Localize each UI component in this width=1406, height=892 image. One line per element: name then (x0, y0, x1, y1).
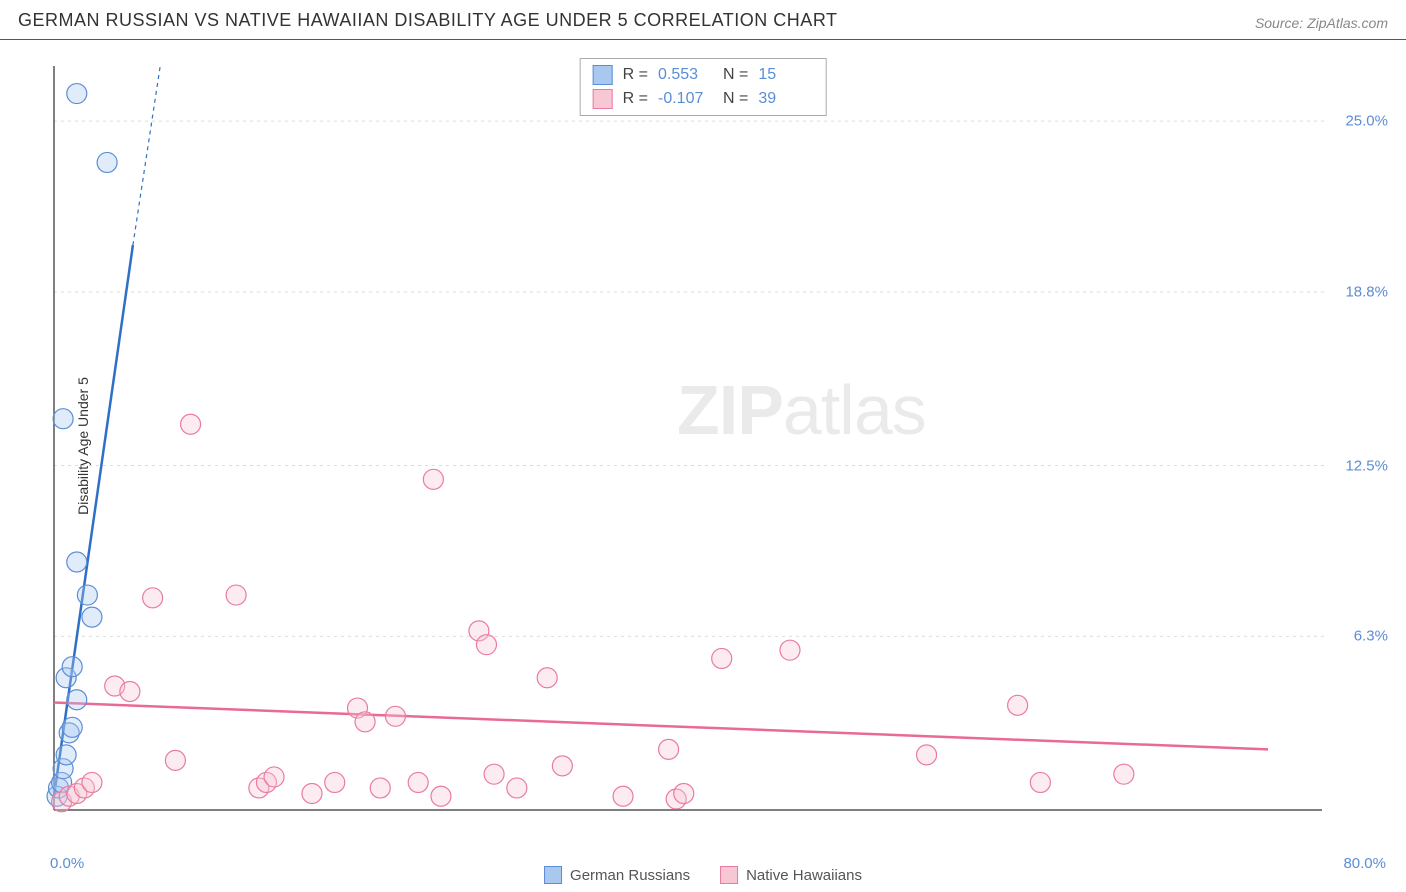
stats-n-value: 39 (758, 90, 813, 108)
y-tick-label: 18.8% (1345, 283, 1388, 300)
stats-legend: R = 0.553 N = 15 R = -0.107 N = 39 (580, 58, 827, 116)
bottom-legend: German Russians Native Hawaiians (544, 866, 862, 884)
stats-n-value: 15 (758, 66, 813, 84)
stats-n-label: N = (723, 90, 748, 108)
scatter-svg (48, 60, 1328, 820)
stats-r-value: -0.107 (658, 90, 713, 108)
legend-swatch (544, 866, 562, 884)
y-tick-label: 25.0% (1345, 113, 1388, 130)
y-tick-label: 6.3% (1354, 628, 1388, 645)
stats-r-label: R = (623, 90, 648, 108)
legend-swatch (593, 65, 613, 85)
chart-source: Source: ZipAtlas.com (1255, 15, 1388, 31)
legend-label: German Russians (570, 867, 690, 884)
legend-label: Native Hawaiians (746, 867, 862, 884)
stats-n-label: N = (723, 66, 748, 84)
stats-row: R = -0.107 N = 39 (593, 87, 814, 111)
legend-item: Native Hawaiians (720, 866, 862, 884)
x-tick-max: 80.0% (1343, 855, 1386, 872)
y-tick-label: 12.5% (1345, 457, 1388, 474)
legend-item: German Russians (544, 866, 690, 884)
stats-row: R = 0.553 N = 15 (593, 63, 814, 87)
legend-swatch (720, 866, 738, 884)
legend-swatch (593, 89, 613, 109)
x-tick-min: 0.0% (50, 855, 84, 872)
chart-header: GERMAN RUSSIAN VS NATIVE HAWAIIAN DISABI… (0, 0, 1406, 40)
stats-r-label: R = (623, 66, 648, 84)
chart-title: GERMAN RUSSIAN VS NATIVE HAWAIIAN DISABI… (18, 10, 837, 31)
plot-area (48, 60, 1328, 820)
stats-r-value: 0.553 (658, 66, 713, 84)
